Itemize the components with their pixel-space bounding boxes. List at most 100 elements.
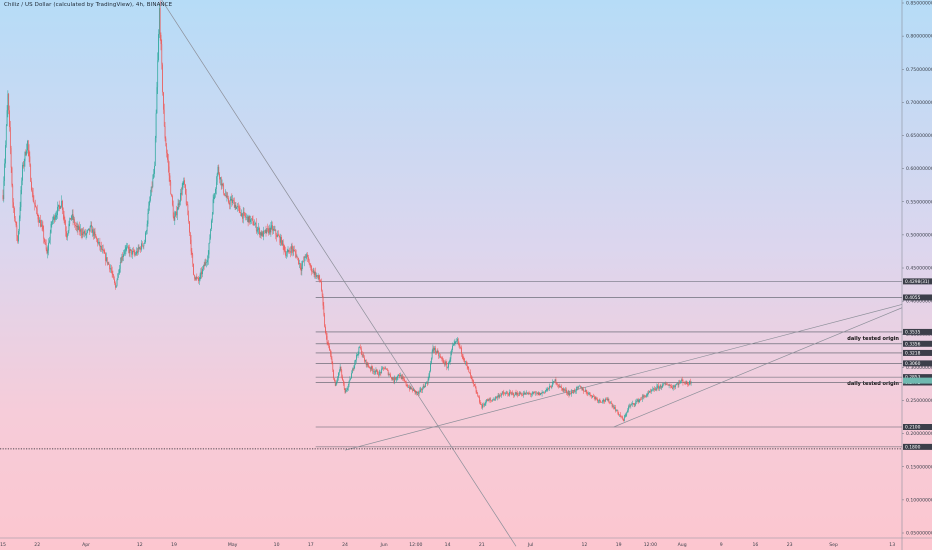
level-price-tag-label: 0.3535 xyxy=(905,329,921,335)
candle-body xyxy=(343,380,344,384)
candle-body xyxy=(429,371,431,376)
level-price-tag-label: 0.2853 xyxy=(905,375,921,381)
candle-body xyxy=(97,242,99,244)
candle-body xyxy=(128,246,129,249)
candle-body xyxy=(465,361,467,365)
candle-body xyxy=(168,166,170,176)
time-tick-label: 16 xyxy=(752,542,758,548)
candle-body xyxy=(19,207,21,219)
candle-body xyxy=(158,34,159,61)
candle-body xyxy=(93,231,95,236)
candle-body xyxy=(50,223,52,233)
trend-line[interactable] xyxy=(159,0,517,547)
candle-body xyxy=(243,212,245,213)
candle-body xyxy=(76,226,78,228)
candle-body xyxy=(458,343,460,345)
candle-body xyxy=(13,202,14,208)
candle-body xyxy=(367,362,369,366)
candle-body xyxy=(110,268,112,272)
candle-body xyxy=(628,406,629,411)
candle-body xyxy=(684,382,685,384)
candle-body xyxy=(196,276,198,278)
candle-body xyxy=(569,393,571,396)
candle-body xyxy=(341,369,343,377)
candle-body xyxy=(270,225,272,233)
trend-line[interactable] xyxy=(344,304,903,451)
candle-body xyxy=(412,388,413,391)
candle-body xyxy=(71,214,73,216)
candle-body xyxy=(501,392,503,394)
candle-body xyxy=(610,402,611,404)
candle-body xyxy=(277,234,279,236)
candle-body xyxy=(619,414,620,416)
candle-body xyxy=(274,229,276,231)
time-tick-label: 19 xyxy=(616,542,622,548)
candle-body xyxy=(373,371,374,372)
candle-body xyxy=(634,404,636,405)
candle-body xyxy=(419,389,421,392)
candle-body xyxy=(287,249,289,253)
time-tick-label: 12:00 xyxy=(644,542,657,548)
candle-body xyxy=(289,251,290,252)
candle-body xyxy=(365,360,367,366)
time-tick-label: 10 xyxy=(274,542,280,548)
candle-body xyxy=(467,366,469,369)
candle-body xyxy=(312,271,313,272)
candle-body xyxy=(400,374,401,377)
candle-body xyxy=(361,354,363,356)
candle-body xyxy=(616,409,618,411)
candle-body xyxy=(531,393,533,395)
candle-body xyxy=(315,271,317,277)
candle-body xyxy=(347,388,348,391)
candle-body xyxy=(306,254,308,257)
candle-body xyxy=(351,369,353,374)
candle-body xyxy=(31,181,32,191)
candle-body xyxy=(55,215,57,218)
candle-body xyxy=(269,228,271,233)
candle-body xyxy=(544,391,545,393)
candle-body xyxy=(396,377,398,379)
candle-body xyxy=(675,385,676,388)
candle-body xyxy=(217,166,219,174)
candle-body xyxy=(138,247,140,249)
candle-body xyxy=(557,384,558,385)
candle-body xyxy=(655,389,657,390)
candle-body xyxy=(4,163,5,181)
candle-body xyxy=(520,393,522,395)
candle-body xyxy=(242,213,243,219)
candle-body xyxy=(456,341,457,342)
candle-body xyxy=(132,250,134,252)
candle-body xyxy=(688,384,690,385)
candle-body xyxy=(84,231,85,234)
candle-body xyxy=(522,395,523,396)
candle-body xyxy=(402,376,404,379)
candle-body xyxy=(496,396,498,399)
candle-body xyxy=(61,200,62,207)
candle-body xyxy=(439,355,441,357)
candle-body xyxy=(224,193,225,196)
candle-body xyxy=(49,232,51,241)
candle-body xyxy=(44,238,45,243)
candle-body xyxy=(554,379,556,382)
candle-body xyxy=(75,226,77,228)
level-price-tag xyxy=(903,278,932,285)
trend-line[interactable] xyxy=(613,307,903,428)
candle-body xyxy=(630,404,632,407)
candle-body xyxy=(194,278,196,280)
candle-body xyxy=(60,206,62,209)
candle-body xyxy=(225,195,227,198)
candle-body xyxy=(391,378,393,379)
candle-body xyxy=(685,381,687,384)
candle-body xyxy=(452,345,453,350)
candle-body xyxy=(323,305,325,315)
candle-body xyxy=(111,271,113,274)
candle-body xyxy=(275,229,277,235)
candle-body xyxy=(143,243,145,247)
candle-body xyxy=(594,396,596,399)
level-price-tag-label: 0.2100 xyxy=(905,425,921,431)
candle-body xyxy=(403,378,404,380)
candle-body xyxy=(514,392,516,396)
candle-body xyxy=(587,393,589,395)
candle-body xyxy=(459,344,461,348)
